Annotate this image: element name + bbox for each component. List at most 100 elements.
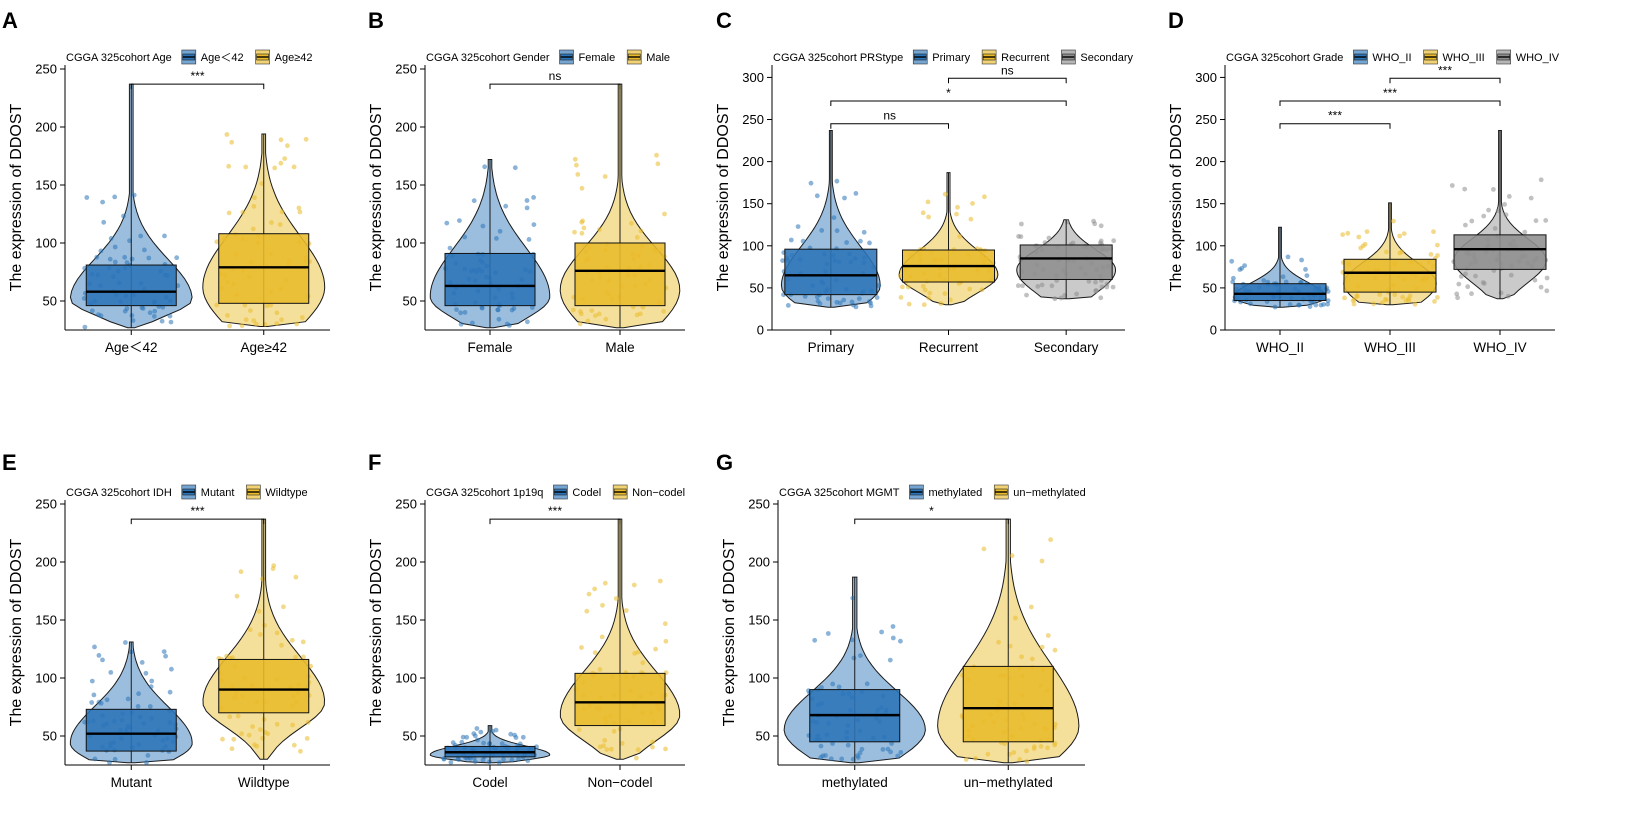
data-point — [520, 734, 526, 740]
data-point — [1428, 252, 1434, 257]
data-point — [444, 220, 450, 226]
data-point — [1230, 279, 1236, 285]
data-point — [253, 321, 259, 327]
data-point — [1538, 177, 1544, 183]
significance-bracket: ns — [489, 69, 621, 90]
data-point — [1299, 257, 1304, 263]
data-point — [1045, 633, 1051, 638]
data-point — [148, 684, 154, 690]
data-point — [1307, 304, 1313, 309]
data-point — [229, 139, 235, 145]
data-point — [104, 697, 110, 703]
y-tick-label: 250 — [35, 497, 57, 512]
data-point — [474, 726, 480, 731]
data-point — [1325, 289, 1331, 294]
data-point — [1481, 281, 1487, 286]
group-1 — [69, 83, 193, 330]
data-point — [1463, 271, 1468, 277]
data-point — [1384, 249, 1389, 255]
y-axis-label: The expression of DDOST — [368, 103, 385, 291]
data-point — [470, 320, 475, 326]
data-point — [1431, 229, 1436, 235]
data-point — [1098, 238, 1104, 244]
data-point — [585, 318, 591, 324]
y-tick-label: 0 — [757, 323, 764, 338]
data-point — [1039, 558, 1045, 564]
data-point — [1506, 194, 1512, 199]
data-point — [1013, 615, 1018, 621]
data-point — [1091, 218, 1096, 224]
data-point — [135, 704, 141, 709]
data-point — [146, 255, 152, 261]
data-point — [1039, 644, 1045, 650]
data-point — [1074, 291, 1079, 297]
data-point — [279, 209, 285, 215]
data-point — [1532, 277, 1538, 283]
data-point — [129, 256, 135, 262]
legend-key — [246, 484, 261, 500]
data-point — [579, 219, 585, 225]
data-point — [303, 136, 309, 142]
data-point — [1104, 284, 1110, 290]
legend: CGGA 325cohort PRStype Primary Recurrent Se… — [773, 49, 1134, 65]
group-2 — [559, 83, 681, 329]
data-point — [235, 713, 241, 719]
data-point — [258, 727, 263, 732]
data-point — [459, 739, 465, 745]
legend-key — [612, 484, 628, 500]
data-point — [246, 732, 252, 738]
data-point — [524, 198, 530, 203]
data-point — [1384, 297, 1389, 303]
data-point — [124, 306, 130, 311]
y-axis-label: The expression of DDOST — [368, 538, 385, 726]
data-point — [274, 310, 280, 316]
data-point — [942, 191, 948, 197]
data-point — [508, 731, 514, 737]
data-point — [226, 210, 232, 216]
group-1 — [783, 576, 926, 764]
data-point — [602, 738, 608, 743]
data-point — [251, 318, 257, 323]
data-point — [849, 299, 855, 305]
x-tick-label: WHO_II — [1256, 340, 1304, 355]
data-point — [270, 566, 276, 572]
data-point — [898, 638, 903, 644]
data-point — [895, 753, 901, 759]
data-point — [92, 644, 97, 650]
y-axis-label: The expression of DDOST — [721, 538, 738, 726]
data-point — [1058, 295, 1064, 301]
data-point — [82, 324, 88, 330]
data-point — [1377, 292, 1383, 297]
data-point — [107, 760, 112, 765]
data-point — [123, 640, 128, 645]
data-point — [1458, 274, 1464, 279]
data-point — [92, 756, 98, 762]
data-point — [600, 602, 605, 608]
legend: CGGA 325cohort IDH Mutant Wildtype — [66, 484, 308, 500]
data-point — [493, 727, 499, 733]
data-point — [220, 736, 225, 742]
data-point — [828, 756, 834, 762]
bracket-line — [830, 123, 949, 129]
x-tick-label: Primary — [808, 340, 855, 355]
data-point — [499, 741, 505, 747]
data-point — [269, 220, 274, 225]
data-point — [889, 741, 894, 746]
data-point — [294, 321, 300, 327]
data-point — [867, 299, 872, 304]
data-point — [278, 137, 284, 143]
legend-label: Age≥42 — [275, 52, 313, 64]
data-point — [1016, 234, 1021, 239]
data-point — [494, 236, 499, 241]
data-point — [145, 753, 151, 758]
data-point — [938, 301, 944, 306]
y-tick-label: 100 — [742, 238, 764, 253]
data-point — [142, 247, 147, 253]
data-point — [996, 639, 1001, 645]
data-point — [89, 700, 95, 705]
data-point — [136, 691, 142, 697]
legend-key — [626, 49, 642, 65]
data-point — [634, 755, 639, 761]
data-point — [259, 181, 265, 187]
data-point — [830, 681, 836, 687]
